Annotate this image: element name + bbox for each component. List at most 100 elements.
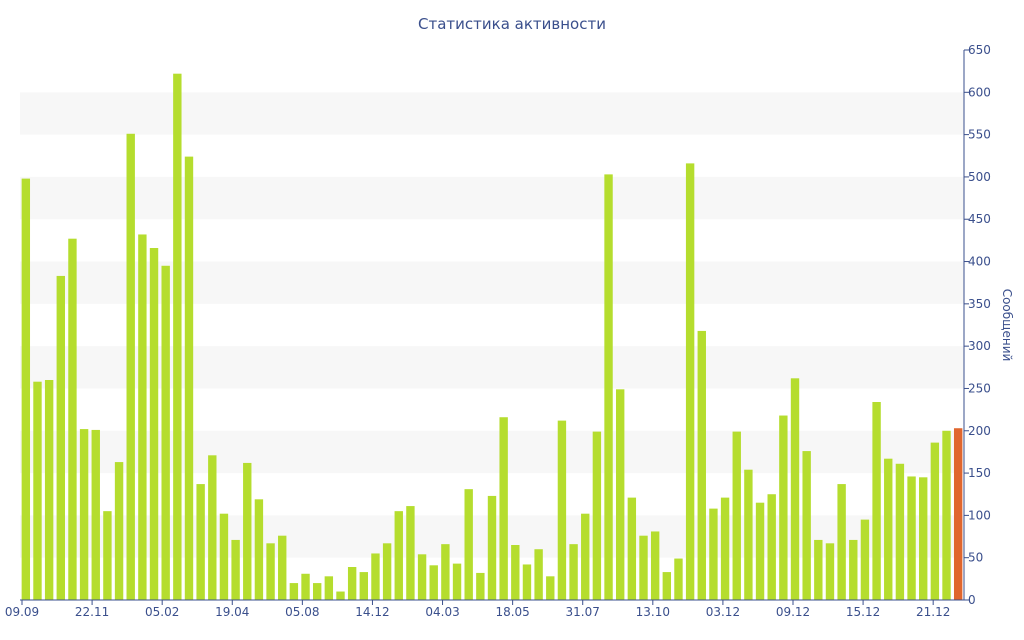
bar[interactable]	[814, 539, 823, 600]
bar[interactable]	[138, 234, 147, 600]
bar[interactable]	[732, 431, 741, 600]
bar[interactable]	[779, 415, 788, 600]
bar[interactable]	[406, 506, 415, 600]
bar[interactable]	[522, 564, 532, 600]
bar[interactable]	[639, 535, 648, 600]
bar[interactable]	[382, 543, 392, 600]
bar[interactable]	[91, 429, 100, 600]
bar[interactable]	[837, 484, 846, 600]
bar[interactable]	[546, 576, 555, 600]
bar[interactable]	[289, 583, 299, 600]
bar[interactable]	[860, 519, 870, 600]
bar[interactable]	[79, 429, 89, 600]
bar[interactable]	[21, 178, 31, 600]
bar[interactable]	[161, 265, 170, 600]
bar[interactable]	[243, 462, 252, 600]
bar[interactable]	[184, 156, 194, 600]
bar[interactable]	[685, 163, 695, 600]
bar[interactable]	[534, 549, 543, 600]
bar[interactable]	[347, 567, 357, 600]
x-tick-label: 31.07	[566, 605, 600, 619]
bar[interactable]	[697, 330, 706, 600]
bar[interactable]	[872, 402, 881, 600]
bar[interactable]	[930, 442, 940, 600]
y-tick-label: 350	[968, 297, 991, 311]
bar[interactable]	[744, 469, 753, 600]
bar[interactable]	[942, 430, 951, 600]
bar[interactable]	[231, 539, 240, 600]
x-tick-label: 05.08	[285, 605, 319, 619]
bar[interactable]	[592, 431, 602, 600]
bar[interactable]	[709, 508, 718, 600]
bar[interactable]	[114, 462, 124, 600]
bar[interactable]	[557, 420, 567, 600]
bar[interactable]	[767, 494, 776, 600]
y-tick-label: 100	[968, 508, 991, 522]
x-tick-label: 18.05	[495, 605, 529, 619]
bar[interactable]	[919, 477, 928, 600]
bar[interactable]	[371, 553, 380, 600]
bar[interactable]	[802, 451, 811, 600]
bar[interactable]	[208, 455, 217, 600]
bar[interactable]	[56, 275, 65, 600]
y-tick-label: 150	[968, 466, 991, 480]
bar[interactable]	[650, 531, 660, 600]
bar[interactable]	[581, 513, 590, 600]
bar[interactable]	[103, 511, 112, 600]
y-tick-label: 300	[968, 339, 991, 353]
grid-band	[20, 176, 964, 220]
x-tick-label: 21.12	[916, 605, 950, 619]
bar[interactable]	[790, 378, 800, 600]
bar[interactable]	[569, 544, 578, 600]
bar[interactable]	[254, 499, 264, 600]
bar[interactable]	[476, 572, 485, 600]
y-tick-label: 50	[968, 551, 983, 565]
bar[interactable]	[336, 591, 345, 600]
bar[interactable]	[301, 573, 310, 600]
bar[interactable]	[849, 539, 858, 600]
bar[interactable]	[173, 73, 182, 600]
bar[interactable]	[884, 458, 893, 600]
bar[interactable]	[674, 558, 683, 600]
bar[interactable]	[895, 463, 905, 600]
bar[interactable]	[417, 554, 427, 600]
bar[interactable]	[324, 576, 334, 600]
y-tick-label: 650	[968, 43, 991, 57]
bar[interactable]	[359, 572, 368, 600]
y-tick-label: 250	[968, 381, 991, 395]
bar[interactable]	[394, 511, 403, 600]
x-tick-label: 22.11	[75, 605, 109, 619]
bar[interactable]	[44, 380, 54, 600]
bar[interactable]	[907, 476, 916, 600]
x-tick-label: 09.12	[776, 605, 810, 619]
bar[interactable]	[266, 543, 275, 600]
bar[interactable]	[627, 497, 637, 600]
bar[interactable]	[720, 497, 730, 600]
bar[interactable]	[616, 389, 625, 600]
bar[interactable]	[499, 417, 508, 600]
x-tick-label: 13.10	[636, 605, 670, 619]
bar[interactable]	[755, 502, 765, 600]
bar[interactable]	[68, 238, 77, 600]
bar[interactable]	[604, 174, 613, 600]
bar[interactable]	[278, 535, 287, 600]
bar[interactable]	[219, 513, 229, 600]
bar[interactable]	[511, 545, 520, 600]
bar[interactable]	[196, 484, 205, 600]
bar[interactable]	[662, 572, 672, 600]
bar-current[interactable]	[953, 428, 963, 600]
bar[interactable]	[429, 565, 438, 600]
bar[interactable]	[312, 583, 322, 600]
bar[interactable]	[149, 248, 159, 600]
x-tick-label: 04.03	[425, 605, 459, 619]
bar[interactable]	[452, 563, 462, 600]
y-tick-label: 450	[968, 212, 991, 226]
bar[interactable]	[126, 133, 135, 600]
bar[interactable]	[33, 381, 42, 600]
bar[interactable]	[441, 544, 450, 600]
bar[interactable]	[464, 489, 473, 600]
x-tick-label: 03.12	[706, 605, 740, 619]
bar[interactable]	[825, 543, 835, 600]
bar[interactable]	[487, 495, 497, 600]
x-tick-label: 15.12	[846, 605, 880, 619]
